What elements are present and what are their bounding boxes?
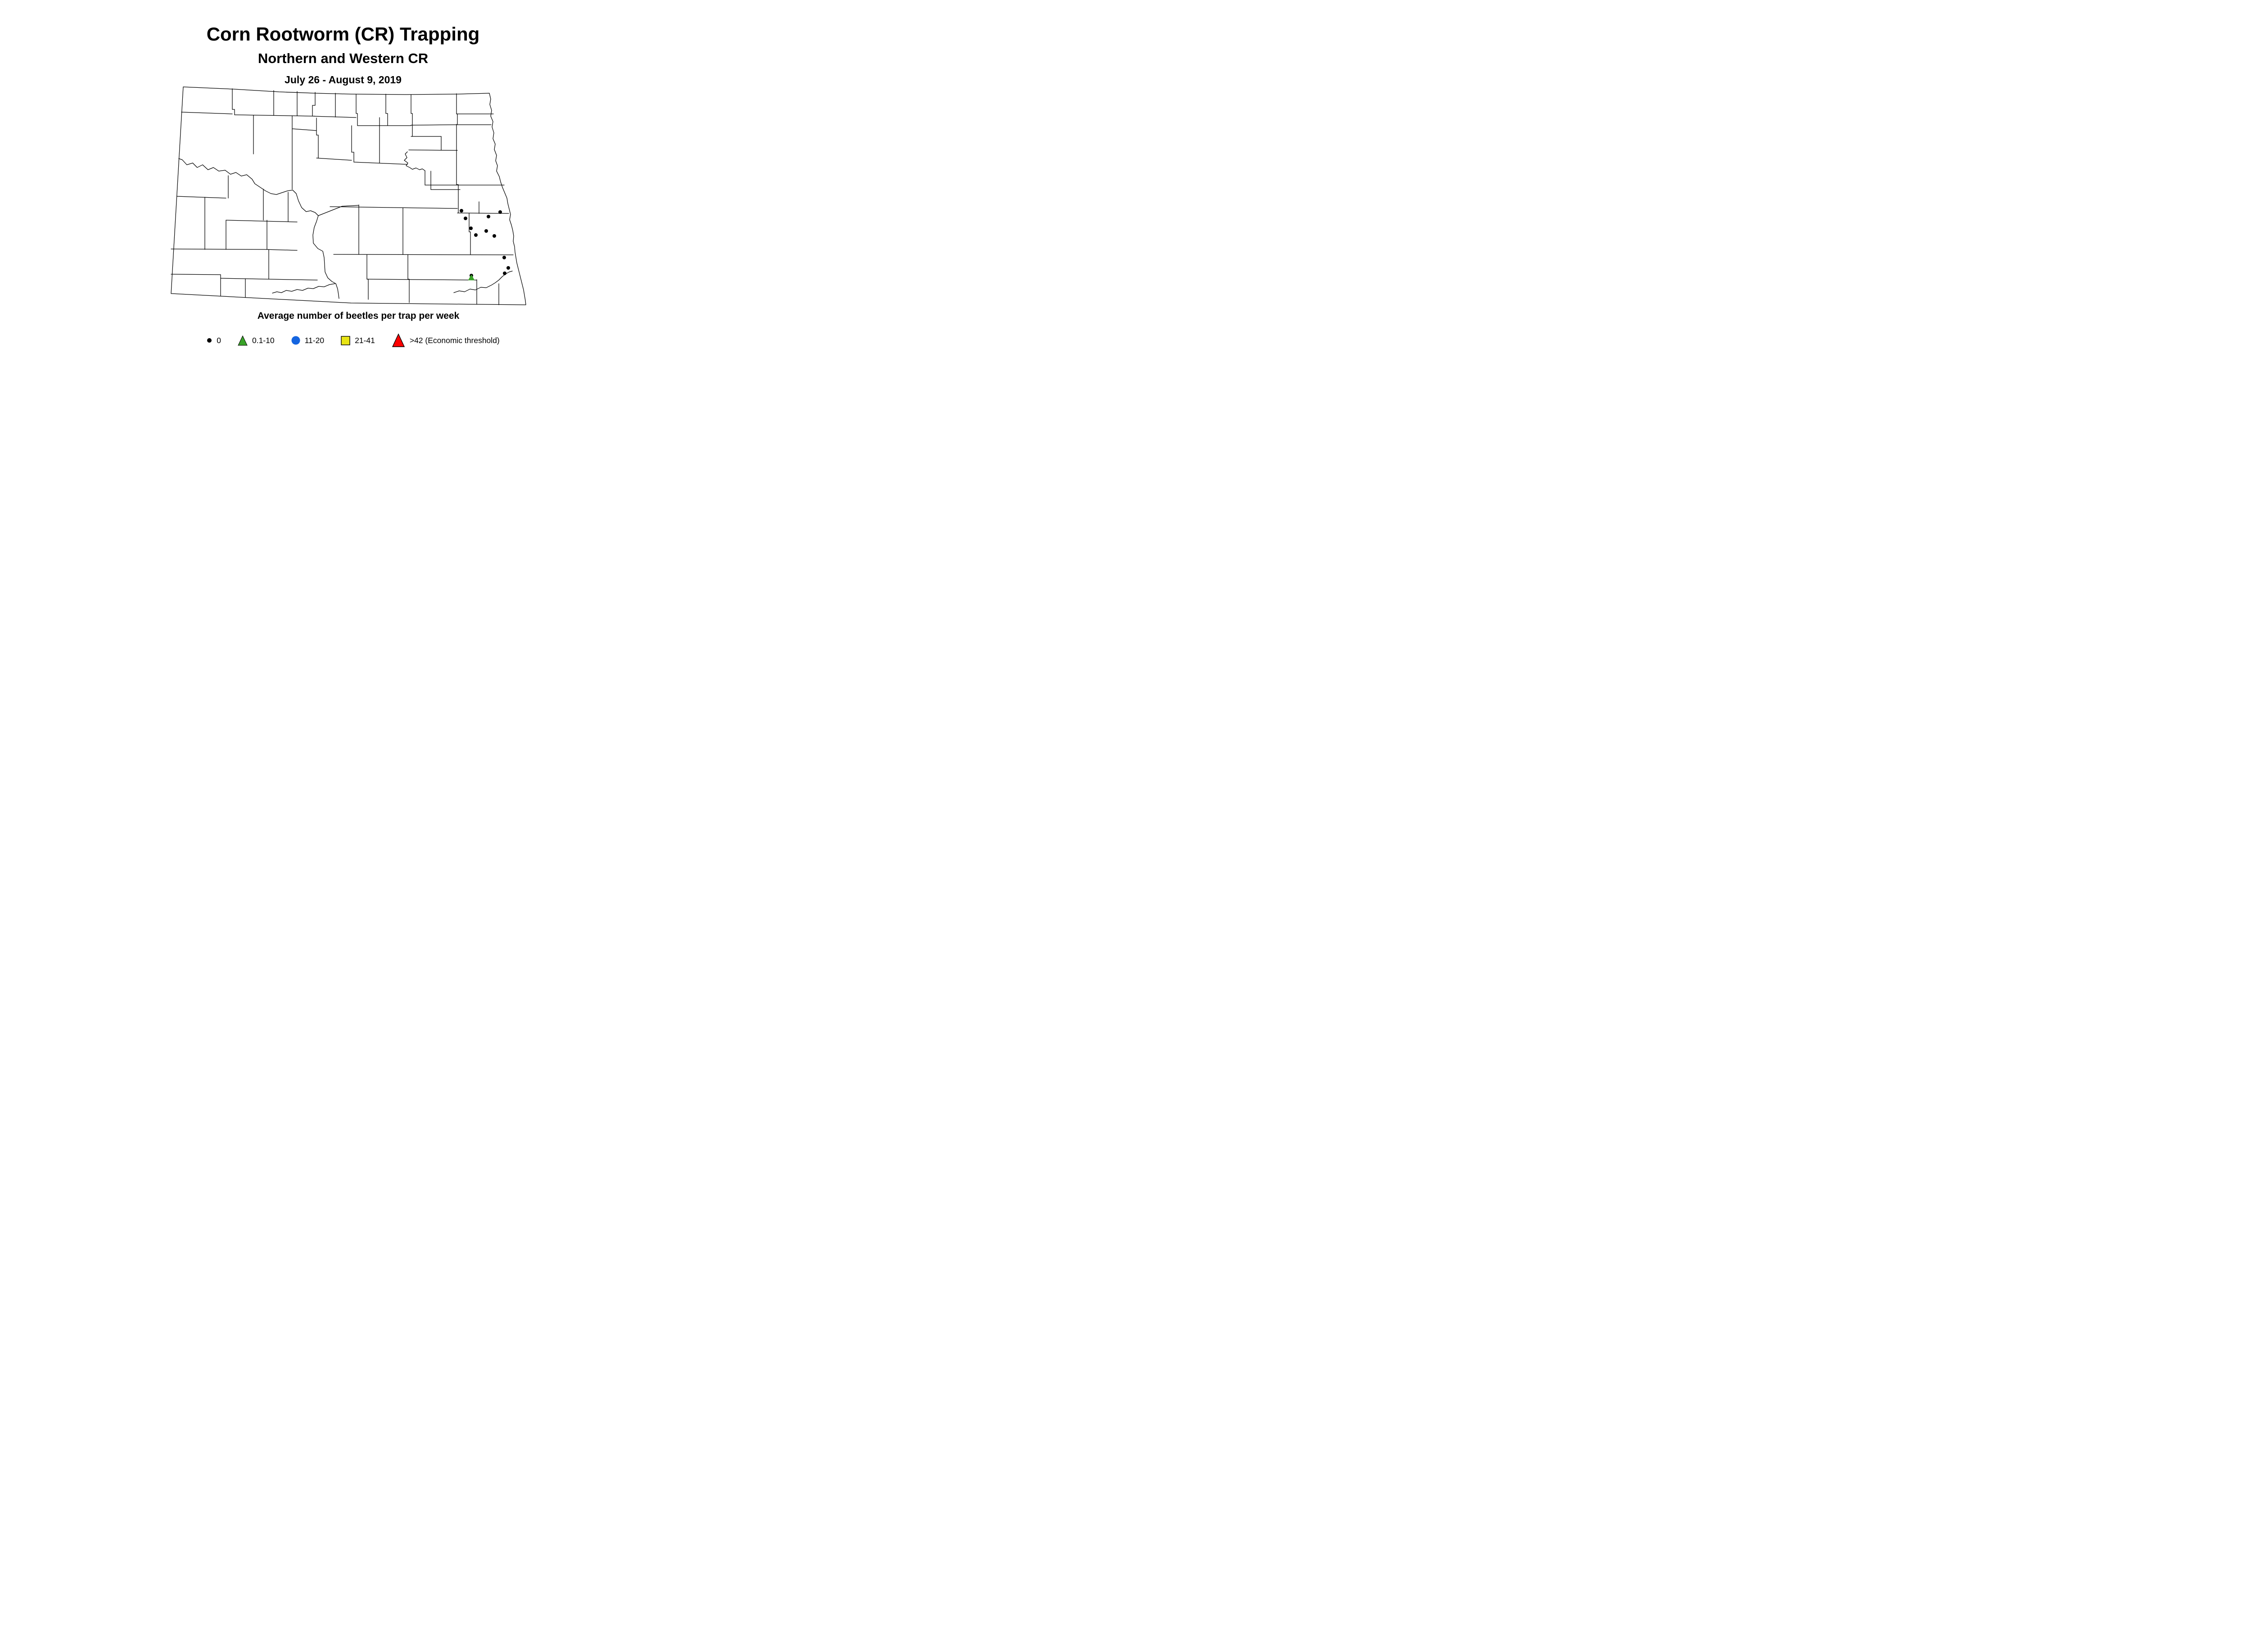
legend-label: 0.1-10: [252, 335, 275, 345]
legend-item-zero: 0: [206, 336, 221, 345]
page-title: Corn Rootworm (CR) Trapping: [206, 23, 480, 45]
trap-point-zero: [502, 256, 506, 259]
legend-item-high: 21-41: [340, 335, 375, 346]
green-triangle-icon: [238, 335, 248, 346]
trap-point-zero: [493, 234, 496, 238]
legend-label: >42 (Economic threshold): [409, 335, 500, 345]
legend-item-mid: 11-20: [291, 335, 324, 345]
date-range-label: July 26 - August 9, 2019: [285, 74, 402, 86]
yellow-square-icon: [341, 335, 350, 345]
trap-point-zero: [460, 209, 463, 213]
trap-point-low: [468, 274, 475, 281]
trap-point-zero: [503, 272, 506, 275]
trap-point-zero: [484, 229, 488, 233]
legend-label: 11-20: [304, 335, 325, 345]
legend-label: 21-41: [355, 335, 375, 345]
legend-title: Average number of beetles per trap per w…: [257, 311, 460, 321]
trap-points-layer: [460, 209, 510, 281]
trap-point-zero: [498, 210, 502, 214]
cannonball-river: [272, 283, 335, 294]
state-outline: [171, 86, 526, 305]
trap-point-zero: [464, 217, 467, 220]
county-borders-horizontal: [171, 112, 514, 281]
trap-point-zero: [506, 266, 510, 270]
black-dot-icon: [207, 338, 212, 343]
red-triangle-icon: [392, 333, 405, 347]
legend-item-low: 0.1-10: [237, 335, 275, 346]
devils-lake: [404, 151, 425, 171]
page-subtitle: Northern and Western CR: [258, 50, 429, 66]
nd-county-map: [171, 86, 526, 305]
missouri-river: [178, 158, 339, 299]
legend-item-threshold: >42 (Economic threshold): [391, 333, 500, 348]
trap-point-zero: [474, 233, 478, 237]
blue-circle-icon: [291, 336, 300, 345]
trap-point-zero: [487, 215, 490, 218]
legend-label: 0: [217, 335, 221, 345]
page: Corn Rootworm (CR) Trapping Northern and…: [0, 0, 706, 379]
trap-point-zero: [469, 226, 473, 230]
county-borders-vertical: [204, 88, 499, 305]
legend: 0 0.1-10 11-20 21-41 >42 (Economic thres: [0, 329, 706, 352]
